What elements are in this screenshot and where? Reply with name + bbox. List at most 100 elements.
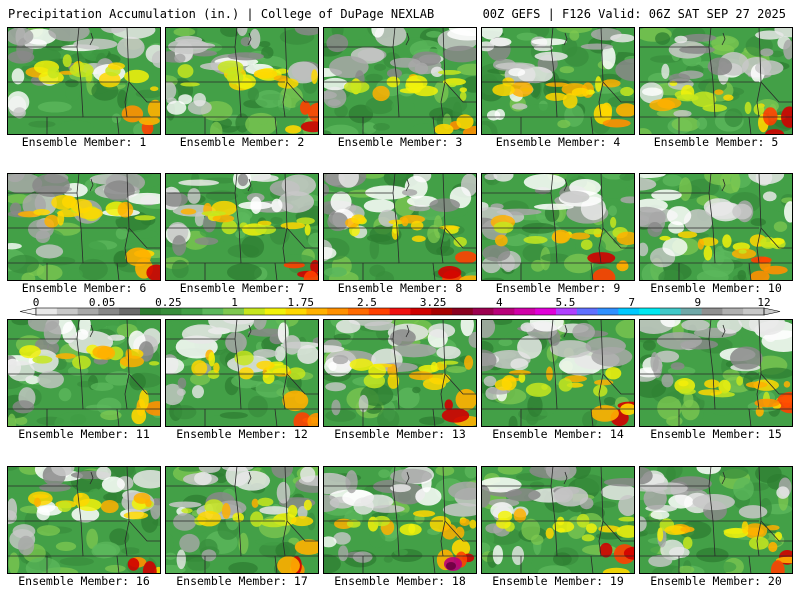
precip-blob <box>681 399 700 421</box>
precip-blob <box>762 191 777 202</box>
precip-blob <box>365 73 383 83</box>
precip-blob <box>529 481 545 489</box>
precip-blob <box>372 85 390 102</box>
precip-blob <box>410 220 424 231</box>
precip-blob <box>770 50 784 58</box>
precip-blob <box>390 484 411 493</box>
precip-blob <box>682 536 693 550</box>
precip-blob <box>620 196 635 204</box>
title-left: Precipitation Accumulation (in.) | Colle… <box>8 7 435 21</box>
precip-map <box>7 319 161 427</box>
precip-blob <box>707 57 733 76</box>
colorbar-bin <box>701 308 723 315</box>
precip-blob <box>90 382 114 391</box>
precip-blob <box>228 562 258 574</box>
precip-blob <box>121 547 141 555</box>
precip-blob <box>569 232 591 240</box>
colorbar-bin <box>597 308 619 315</box>
precip-blob <box>147 99 161 119</box>
precip-blob <box>92 345 114 359</box>
precip-blob <box>331 266 347 277</box>
precip-blob <box>208 319 254 333</box>
precip-blob <box>13 107 26 119</box>
state-boundary <box>274 262 278 281</box>
precip-blob <box>65 85 80 102</box>
precip-blob <box>481 41 495 52</box>
colorbar-tick-label: 3.25 <box>419 296 447 309</box>
precip-blob <box>387 373 400 389</box>
precip-blob <box>774 531 783 541</box>
precip-blob <box>746 527 764 536</box>
precip-blob <box>670 362 685 371</box>
precip-map <box>165 319 319 427</box>
precip-blob <box>495 62 535 70</box>
state-boundary <box>756 373 762 410</box>
precip-blob <box>323 553 341 574</box>
precip-blob <box>181 508 193 514</box>
precip-field <box>639 27 793 135</box>
precip-blob <box>260 518 287 528</box>
precip-blob <box>208 352 216 367</box>
precip-blob <box>744 101 752 115</box>
precip-blob <box>776 486 790 499</box>
precip-blob <box>529 319 564 332</box>
state-boundary <box>598 373 604 410</box>
precip-blob <box>668 546 690 559</box>
precip-blob <box>662 237 688 257</box>
precip-field <box>481 27 635 135</box>
precip-blob <box>440 360 459 365</box>
precip-blob <box>254 538 288 546</box>
precip-field <box>481 466 635 574</box>
precip-blob <box>349 358 374 371</box>
state-boundary <box>598 227 604 264</box>
precip-blob <box>107 334 125 341</box>
precip-blob <box>679 388 696 395</box>
precip-blob <box>783 39 793 60</box>
precip-blob <box>595 532 624 540</box>
precip-blob <box>339 27 368 41</box>
precip-blob <box>107 62 125 70</box>
precip-blob <box>572 322 596 341</box>
precip-blob <box>343 80 370 94</box>
precip-blob <box>124 69 150 84</box>
precip-blob <box>521 518 541 541</box>
precip-blob <box>750 256 772 264</box>
state-boundary <box>440 520 446 557</box>
precip-blob <box>335 319 361 334</box>
state-boundary <box>274 408 278 427</box>
colorbar-bin <box>431 308 453 315</box>
precip-blob <box>221 219 238 235</box>
precip-blob <box>393 549 408 556</box>
precip-blob <box>300 466 316 483</box>
precip-blob <box>72 355 91 370</box>
precip-blob <box>190 372 211 386</box>
precip-blob <box>527 394 543 418</box>
precip-blob <box>221 502 231 519</box>
precip-blob <box>142 560 157 574</box>
state-boundary <box>89 32 94 46</box>
precip-map <box>481 173 635 281</box>
map-border <box>481 173 635 281</box>
precip-field <box>7 27 161 135</box>
precip-blob <box>303 270 319 281</box>
ensemble-member-label: Ensemble Member: 7 <box>179 281 305 295</box>
precip-blob <box>602 567 630 574</box>
ensemble-member-label: Ensemble Member: 11 <box>18 427 150 441</box>
precip-blob <box>438 266 462 279</box>
precip-blob <box>252 174 279 182</box>
precip-blob <box>39 483 71 492</box>
precip-blob <box>14 416 28 426</box>
precip-blob <box>391 97 415 116</box>
precip-blob <box>409 123 441 135</box>
precip-blob <box>288 537 299 545</box>
precip-blob <box>209 121 223 135</box>
precip-blob <box>523 235 548 244</box>
precip-blob <box>37 101 72 113</box>
precip-blob <box>7 242 22 250</box>
state-boundary <box>124 520 130 557</box>
state-boundary <box>284 27 319 103</box>
precip-blob <box>580 239 593 250</box>
precip-blob <box>703 245 713 261</box>
precip-field <box>7 319 161 427</box>
precip-blob <box>657 527 664 542</box>
